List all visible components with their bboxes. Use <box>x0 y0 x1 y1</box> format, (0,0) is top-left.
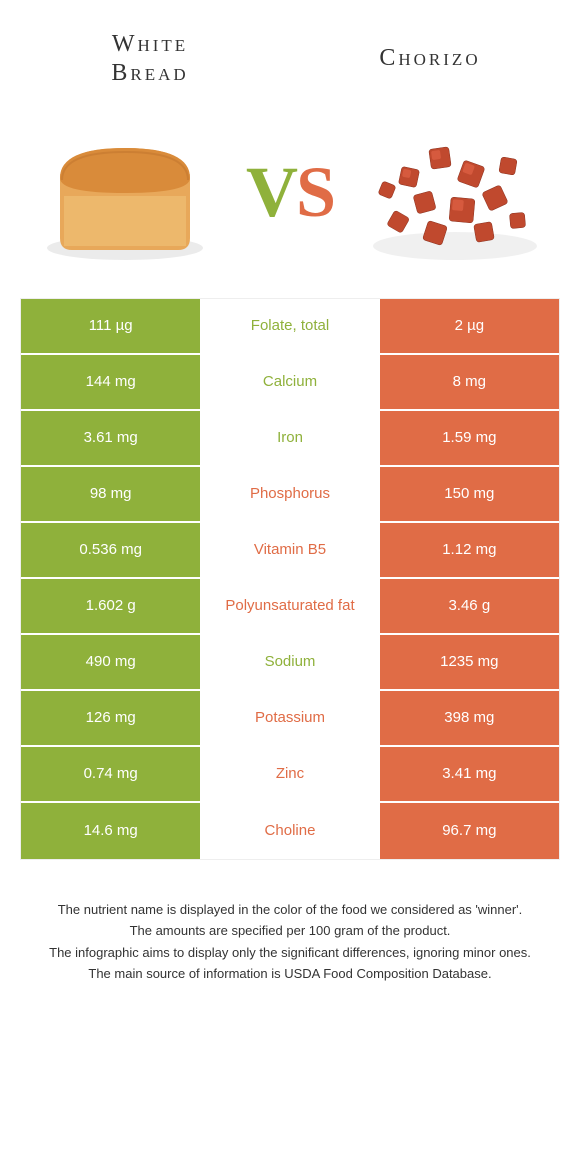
table-row: 3.61 mgIron1.59 mg <box>21 411 559 467</box>
footer-notes: The nutrient name is displayed in the co… <box>30 900 550 984</box>
table-row: 0.536 mgVitamin B51.12 mg <box>21 523 559 579</box>
left-value: 14.6 mg <box>21 803 200 859</box>
nutrition-table: 111 µgFolate, total2 µg144 mgCalcium8 mg… <box>20 298 560 860</box>
left-value: 98 mg <box>21 467 200 521</box>
left-value: 3.61 mg <box>21 411 200 465</box>
table-row: 1.602 gPolyunsaturated fat3.46 g <box>21 579 559 635</box>
nutrient-label: Calcium <box>200 355 379 409</box>
right-value: 398 mg <box>380 691 559 745</box>
left-value: 144 mg <box>21 355 200 409</box>
nutrient-label: Potassium <box>200 691 379 745</box>
vs-label: VS <box>246 151 334 234</box>
left-value: 111 µg <box>21 299 200 353</box>
hero-row: VS <box>0 98 580 298</box>
left-value: 490 mg <box>21 635 200 689</box>
right-value: 3.46 g <box>380 579 559 633</box>
table-row: 98 mgPhosphorus150 mg <box>21 467 559 523</box>
title-left: WhiteBread <box>60 30 240 88</box>
left-value: 126 mg <box>21 691 200 745</box>
left-value: 0.536 mg <box>21 523 200 577</box>
nutrient-label: Sodium <box>200 635 379 689</box>
vs-s: S <box>296 152 334 232</box>
nutrient-label: Polyunsaturated fat <box>200 579 379 633</box>
nutrient-label: Choline <box>200 803 379 859</box>
table-row: 111 µgFolate, total2 µg <box>21 299 559 355</box>
right-value: 8 mg <box>380 355 559 409</box>
right-value: 1.59 mg <box>380 411 559 465</box>
nutrient-label: Zinc <box>200 747 379 801</box>
table-row: 14.6 mgCholine96.7 mg <box>21 803 559 859</box>
chorizo-image <box>360 118 550 268</box>
right-value: 3.41 mg <box>380 747 559 801</box>
table-row: 0.74 mgZinc3.41 mg <box>21 747 559 803</box>
vs-v: V <box>246 152 296 232</box>
right-value: 1.12 mg <box>380 523 559 577</box>
nutrient-label: Iron <box>200 411 379 465</box>
footer-line: The main source of information is USDA F… <box>30 964 550 984</box>
nutrient-label: Vitamin B5 <box>200 523 379 577</box>
left-value: 0.74 mg <box>21 747 200 801</box>
right-value: 96.7 mg <box>380 803 559 859</box>
table-row: 144 mgCalcium8 mg <box>21 355 559 411</box>
footer-line: The infographic aims to display only the… <box>30 943 550 963</box>
right-value: 2 µg <box>380 299 559 353</box>
title-right: Chorizo <box>340 44 520 73</box>
right-value: 150 mg <box>380 467 559 521</box>
table-row: 490 mgSodium1235 mg <box>21 635 559 691</box>
header: WhiteBread Chorizo <box>0 0 580 98</box>
nutrient-label: Phosphorus <box>200 467 379 521</box>
bread-image <box>30 118 220 268</box>
right-value: 1235 mg <box>380 635 559 689</box>
left-value: 1.602 g <box>21 579 200 633</box>
footer-line: The amounts are specified per 100 gram o… <box>30 921 550 941</box>
footer-line: The nutrient name is displayed in the co… <box>30 900 550 920</box>
nutrient-label: Folate, total <box>200 299 379 353</box>
table-row: 126 mgPotassium398 mg <box>21 691 559 747</box>
